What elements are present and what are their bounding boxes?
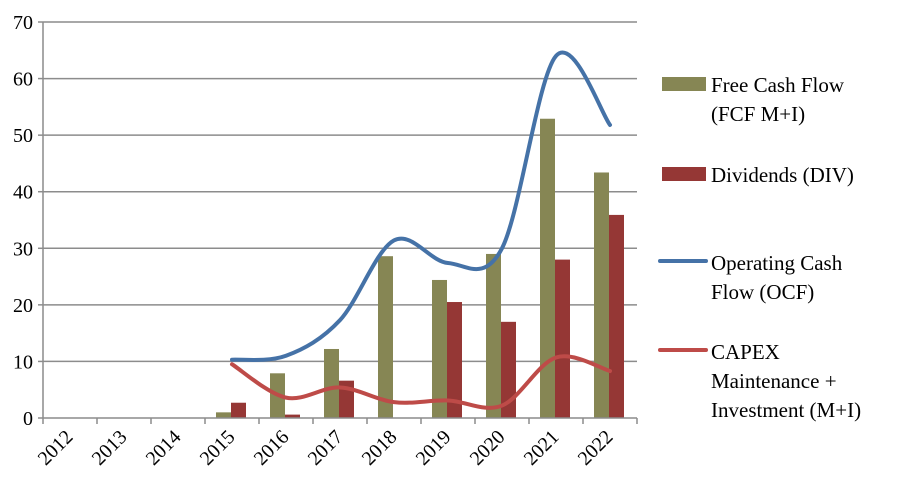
legend-label: Investment (M+I) xyxy=(711,398,861,422)
lines xyxy=(230,50,612,410)
bar-fcf xyxy=(540,118,555,418)
bar-fcf xyxy=(594,172,609,418)
bar-fcf xyxy=(432,279,447,418)
y-tick-label: 20 xyxy=(13,295,33,317)
bar-div xyxy=(285,414,300,418)
bar-fcf xyxy=(486,253,501,418)
x-tick-label: 2021 xyxy=(520,426,564,470)
x-tick-label: 2013 xyxy=(88,426,132,470)
x-tick-label: 2017 xyxy=(304,426,348,470)
x-tick-label: 2018 xyxy=(358,426,402,470)
y-tick-label: 0 xyxy=(23,408,33,430)
line-ocf xyxy=(230,50,612,362)
legend-label: Operating Cash xyxy=(711,251,843,275)
y-tick-label: 10 xyxy=(13,351,33,373)
legend-label: (FCF M+I) xyxy=(711,102,805,126)
gridlines xyxy=(43,21,637,363)
x-tick-label: 2012 xyxy=(34,426,78,470)
bars xyxy=(216,118,624,418)
bar-div xyxy=(609,214,624,418)
y-tick-label: 50 xyxy=(13,125,33,147)
x-tick-label: 2020 xyxy=(466,426,510,470)
legend-label: Free Cash Flow xyxy=(711,73,845,97)
x-tick-label: 2015 xyxy=(196,426,240,470)
line-capex xyxy=(230,354,612,410)
x-tick-label: 2022 xyxy=(574,426,618,470)
x-tick-label: 2014 xyxy=(142,426,186,470)
bar-div xyxy=(447,302,462,418)
legend: Free Cash Flow (FCF M+I) Dividends (DIV) Op… xyxy=(658,73,861,422)
y-tick-label: 40 xyxy=(13,182,33,204)
bar-fcf xyxy=(378,256,393,418)
legend-label: Flow (OCF) xyxy=(711,280,814,304)
y-tick-label: 60 xyxy=(13,69,33,91)
x-tick-label: 2019 xyxy=(412,426,456,470)
legend-swatch xyxy=(662,77,706,91)
legend-label: Maintenance + xyxy=(711,369,837,393)
bar-fcf xyxy=(324,348,339,418)
bar-div xyxy=(555,259,570,418)
bar-div xyxy=(231,402,246,418)
y-tick-label: 70 xyxy=(13,12,33,34)
legend-swatch xyxy=(662,167,706,181)
legend-label: CAPEX xyxy=(711,340,780,364)
x-tick-label: 2016 xyxy=(250,426,294,470)
y-tick-label: 30 xyxy=(13,238,33,260)
legend-label: Dividends (DIV) xyxy=(711,163,854,187)
bar-fcf xyxy=(216,412,231,418)
bar-div xyxy=(501,321,516,418)
